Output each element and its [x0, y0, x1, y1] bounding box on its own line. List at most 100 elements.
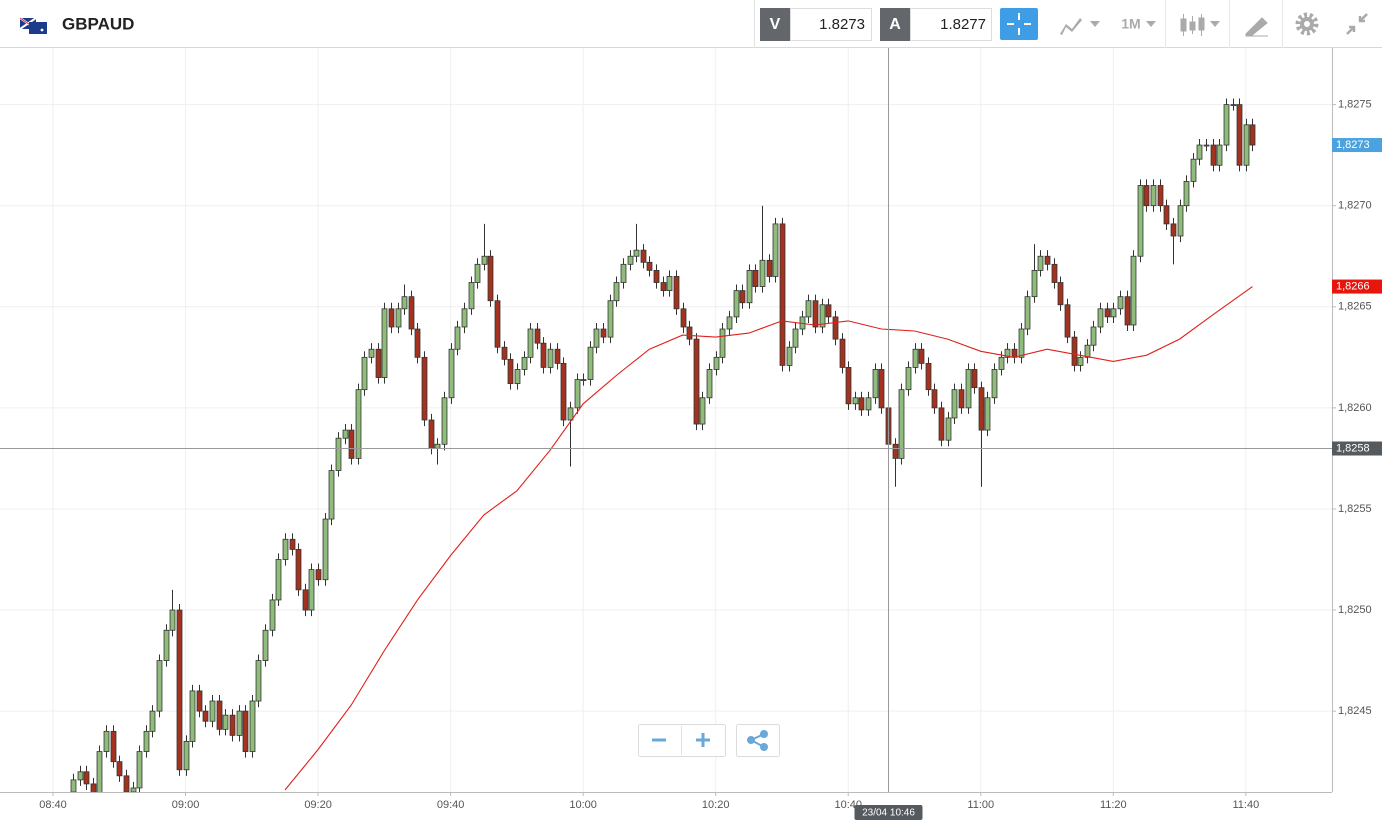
candle-body — [680, 308, 687, 328]
candle-body — [958, 389, 965, 409]
candle-body — [348, 429, 355, 459]
candle-body — [130, 787, 137, 792]
candle-body — [249, 700, 256, 752]
candle-body — [1037, 255, 1044, 271]
candle-body — [666, 276, 673, 292]
candle-body — [766, 259, 773, 277]
candle-body — [487, 255, 494, 302]
candle-body — [898, 389, 905, 459]
candle-body — [1130, 255, 1137, 326]
candle-body — [1243, 124, 1250, 166]
zoom-controls — [638, 724, 780, 757]
candle-body — [169, 609, 176, 631]
candle-body — [574, 379, 581, 409]
crosshair-icon — [1007, 13, 1031, 35]
chart: 1,8245 1,8250 1,8255 1,8260 1,8265 1,8270 1,82… — [0, 48, 1382, 825]
candle-body — [1117, 296, 1124, 310]
candle-body — [984, 397, 991, 431]
candle-body — [693, 338, 700, 425]
buy-price-box — [910, 8, 992, 41]
candle-body — [1170, 223, 1177, 237]
candle-body — [262, 629, 269, 661]
candle-body — [560, 362, 567, 421]
candle-body — [90, 783, 97, 792]
candle-body — [1057, 282, 1064, 306]
plot-area — [0, 48, 1332, 792]
share-button[interactable] — [736, 724, 780, 757]
candle-body — [746, 269, 753, 304]
candle-body — [1024, 296, 1031, 330]
x-tick-label: 11:40 — [1232, 799, 1259, 811]
candle-body — [229, 714, 236, 736]
candle-body — [719, 328, 726, 358]
candle-body — [275, 559, 282, 601]
candle-body — [507, 358, 514, 385]
candle-body — [540, 342, 547, 368]
buy-button[interactable] — [880, 8, 910, 41]
timeframe-caret — [1146, 21, 1156, 27]
candle-body — [1004, 348, 1011, 358]
candle-body — [1011, 348, 1018, 358]
candle-body — [434, 443, 441, 449]
candle-body — [865, 397, 872, 411]
candle-body — [322, 518, 329, 581]
candle-body — [1177, 205, 1184, 237]
candle-body — [892, 443, 899, 459]
candle-body — [103, 730, 110, 752]
candle-body — [945, 417, 952, 441]
candle-body — [640, 249, 647, 263]
candle-body — [699, 397, 706, 425]
candle-body — [1223, 104, 1230, 146]
candle-body — [620, 263, 627, 283]
chart-type-button[interactable] — [1060, 18, 1100, 35]
settings-button[interactable] — [1295, 12, 1319, 36]
x-tick-label: 08:40 — [39, 799, 67, 811]
candle-body — [202, 710, 209, 722]
x-tick-label: 10:00 — [569, 799, 597, 811]
candle-body — [832, 316, 839, 340]
candles-button[interactable] — [1180, 14, 1220, 36]
buy-price: 1.8277 — [940, 16, 986, 33]
candle-body — [1018, 328, 1025, 358]
candle-body — [110, 730, 117, 763]
share-icon — [747, 730, 768, 751]
candle-body — [1044, 255, 1051, 265]
crosshair-price-tag — [1332, 441, 1382, 456]
candle-body — [752, 269, 759, 287]
candle-body — [375, 348, 382, 378]
candle-body — [905, 367, 912, 391]
candle-body — [938, 407, 945, 441]
candle-body — [1077, 356, 1084, 366]
candle-body — [613, 282, 620, 302]
candle-body — [414, 328, 421, 358]
candle-body — [925, 362, 932, 391]
candle-body — [521, 356, 528, 370]
candle-body — [176, 609, 183, 771]
sell-button[interactable] — [760, 8, 790, 41]
candle-body — [242, 710, 249, 752]
candle-body — [593, 328, 600, 348]
y-tick-label: 1,8275 — [1338, 99, 1372, 111]
draw-button[interactable] — [1245, 17, 1268, 37]
candle-body — [1064, 304, 1071, 338]
candle-body — [269, 599, 276, 631]
candle-body — [1110, 308, 1117, 318]
candle-body — [1216, 144, 1223, 166]
candle-body — [183, 741, 190, 771]
candle-body — [1090, 326, 1097, 346]
x-tick-label: 11:00 — [967, 799, 994, 811]
candle-body — [852, 397, 859, 405]
candle-body — [361, 356, 368, 391]
timeframe-button[interactable]: 1M — [1121, 16, 1140, 32]
zoom-in[interactable] — [696, 733, 710, 747]
buy-label: A — [889, 16, 901, 33]
fullscreen-button[interactable] — [1346, 13, 1368, 35]
chart-bg — [0, 48, 1382, 825]
candle-body — [428, 419, 435, 449]
axes: 1,8245 1,8250 1,8255 1,8260 1,8265 1,8270 1,82… — [39, 99, 1382, 820]
candle-body — [965, 369, 972, 409]
candle-body — [255, 660, 262, 702]
candle-body — [839, 338, 846, 368]
candle-body — [1230, 104, 1237, 107]
crosshair-button[interactable] — [1000, 8, 1038, 40]
